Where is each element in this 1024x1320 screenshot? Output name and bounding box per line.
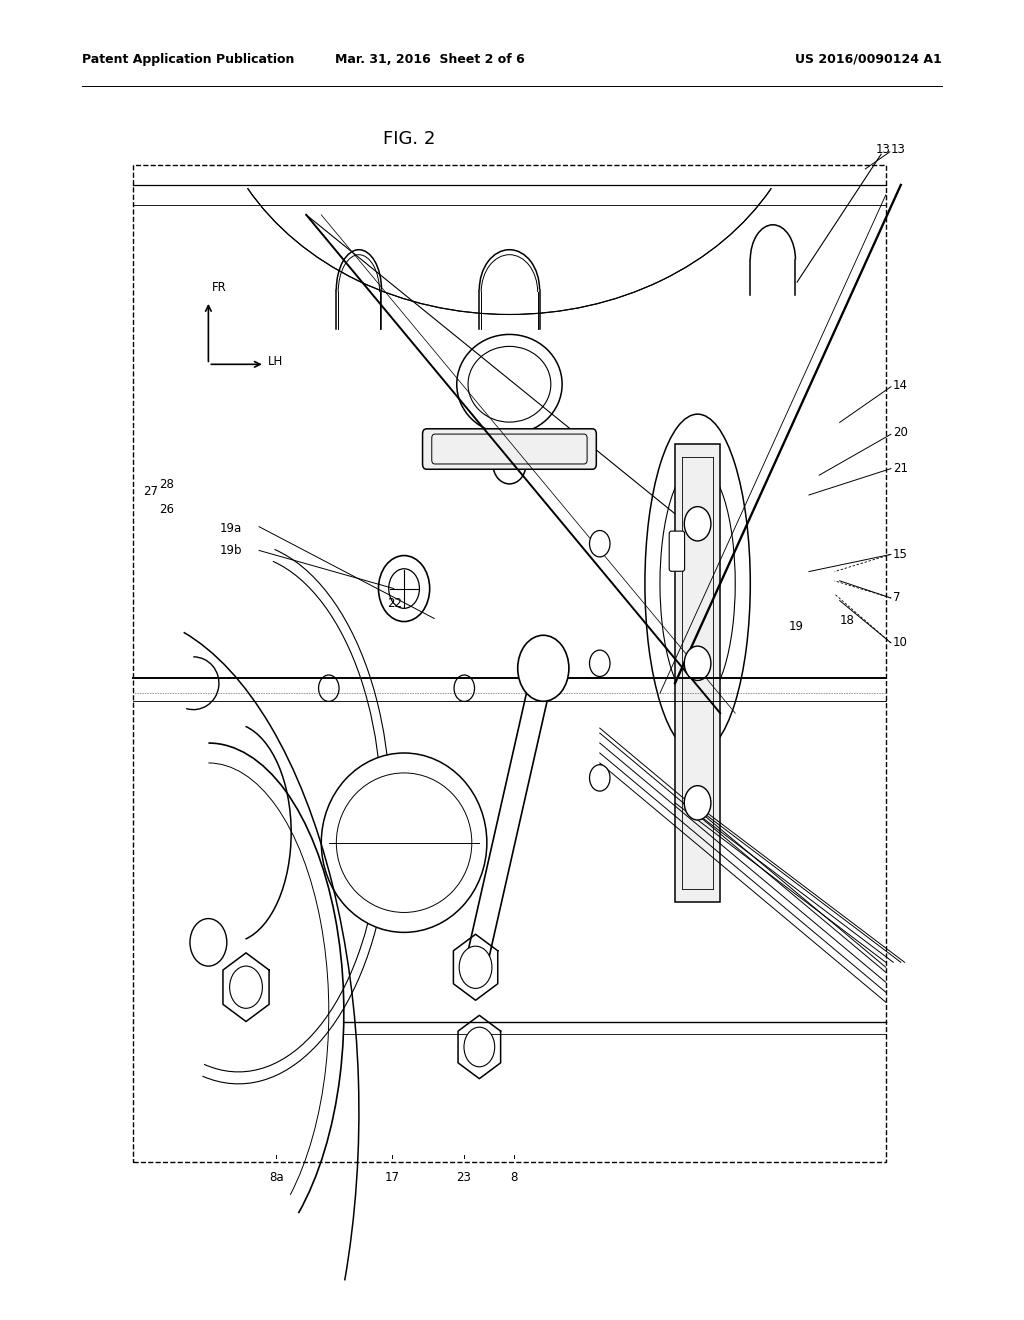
Circle shape [590, 649, 610, 676]
Text: FR: FR [212, 281, 226, 294]
Text: LH: LH [268, 355, 283, 368]
Text: 20: 20 [893, 426, 908, 440]
Circle shape [590, 531, 610, 557]
Circle shape [464, 1027, 495, 1067]
Text: 15: 15 [893, 548, 908, 561]
Circle shape [190, 919, 227, 966]
Text: Patent Application Publication: Patent Application Publication [82, 53, 294, 66]
Circle shape [529, 649, 558, 686]
Text: FIG. 2: FIG. 2 [383, 129, 436, 148]
Circle shape [389, 569, 420, 609]
Circle shape [229, 966, 262, 1008]
Text: 27: 27 [143, 484, 159, 498]
Bar [675, 444, 720, 903]
Circle shape [590, 764, 610, 791]
Bar [133, 165, 886, 1162]
Text: 21: 21 [893, 462, 908, 475]
Circle shape [684, 785, 711, 820]
Ellipse shape [322, 752, 486, 932]
Text: 19: 19 [788, 620, 804, 634]
Circle shape [318, 675, 339, 701]
Text: 8a: 8a [269, 1171, 284, 1184]
Text: 18: 18 [840, 614, 855, 627]
Text: Mar. 31, 2016  Sheet 2 of 6: Mar. 31, 2016 Sheet 2 of 6 [335, 53, 525, 66]
Text: US 2016/0090124 A1: US 2016/0090124 A1 [796, 53, 942, 66]
Text: 19a: 19a [220, 521, 243, 535]
Text: 14: 14 [893, 379, 908, 392]
Circle shape [684, 507, 711, 541]
Text: 13: 13 [876, 143, 891, 156]
Text: 26: 26 [159, 503, 174, 516]
Text: 17: 17 [385, 1171, 399, 1184]
Text: 19b: 19b [220, 544, 243, 557]
Text: 7: 7 [893, 591, 900, 605]
Circle shape [454, 675, 474, 701]
Text: 13: 13 [891, 143, 906, 156]
FancyBboxPatch shape [670, 531, 685, 572]
FancyBboxPatch shape [423, 429, 596, 470]
Text: 10: 10 [893, 636, 908, 649]
Text: 28: 28 [159, 478, 174, 491]
Text: 22: 22 [387, 597, 402, 610]
Bar [344, 684, 886, 1162]
Text: 8: 8 [510, 1171, 518, 1184]
Text: 23: 23 [457, 1171, 471, 1184]
Circle shape [379, 556, 430, 622]
Circle shape [684, 645, 711, 681]
Circle shape [518, 635, 569, 701]
Bar [133, 165, 886, 684]
Circle shape [459, 946, 492, 989]
